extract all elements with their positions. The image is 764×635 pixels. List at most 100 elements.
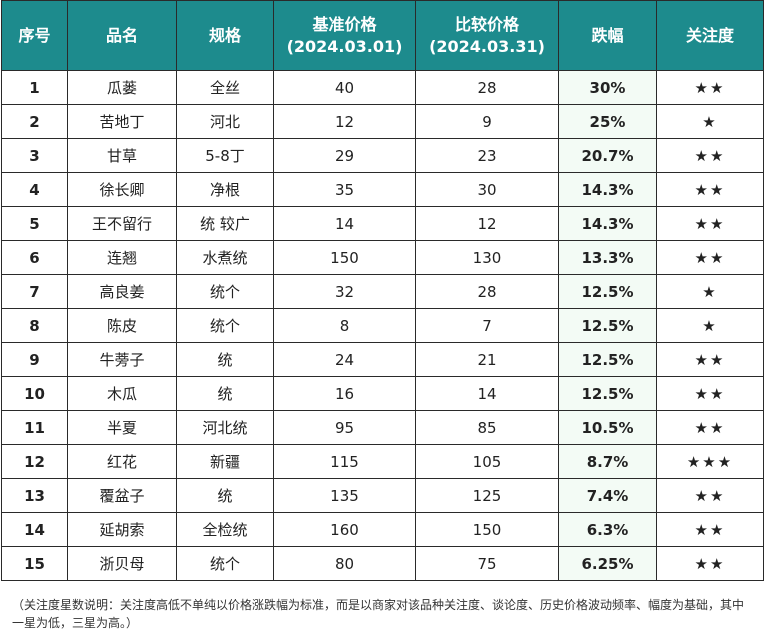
- cell-no: 11: [1, 410, 68, 445]
- table-body: 1 瓜蒌 全丝 40 28 30% ★★ 2 苦地丁 河北 12 9 25% ★…: [1, 70, 764, 581]
- cell-compare-price: 7: [415, 308, 559, 343]
- cell-compare-price: 75: [415, 546, 559, 581]
- cell-spec: 统: [176, 478, 274, 513]
- table-row: 8 陈皮 统个 8 7 12.5% ★: [1, 308, 764, 343]
- star-rating-icon: ★: [656, 308, 764, 343]
- cell-no: 14: [1, 512, 68, 547]
- cell-change: 10.5%: [558, 410, 657, 445]
- cell-change: 12.5%: [558, 376, 657, 411]
- cell-compare-price: 12: [415, 206, 559, 241]
- cell-change: 14.3%: [558, 206, 657, 241]
- star-rating-icon: ★★: [656, 70, 764, 105]
- star-rating-icon: ★★: [656, 138, 764, 173]
- cell-base-price: 160: [273, 512, 416, 547]
- cell-no: 10: [1, 376, 68, 411]
- cell-name: 连翘: [67, 240, 177, 275]
- cell-base-price: 16: [273, 376, 416, 411]
- price-table-container: 序号 品名 规格 基准价格 (2024.03.01) 比较价格 (2024.03…: [1, 0, 764, 581]
- cell-base-price: 8: [273, 308, 416, 343]
- header-compare-price: 比较价格 (2024.03.31): [415, 0, 559, 71]
- table-row: 1 瓜蒌 全丝 40 28 30% ★★: [1, 70, 764, 105]
- table-row: 5 王不留行 统 较广 14 12 14.3% ★★: [1, 206, 764, 241]
- cell-name: 王不留行: [67, 206, 177, 241]
- cell-name: 甘草: [67, 138, 177, 173]
- cell-base-price: 135: [273, 478, 416, 513]
- table-row: 3 甘草 5-8丁 29 23 20.7% ★★: [1, 138, 764, 173]
- star-rating-icon: ★★: [656, 206, 764, 241]
- cell-no: 5: [1, 206, 68, 241]
- cell-compare-price: 28: [415, 70, 559, 105]
- header-compare-price-title: 比较价格: [454, 14, 519, 34]
- cell-compare-price: 23: [415, 138, 559, 173]
- header-attention: 关注度: [656, 0, 764, 71]
- cell-spec: 全丝: [176, 70, 274, 105]
- price-change-table: 序号 品名 规格 基准价格 (2024.03.01) 比较价格 (2024.03…: [1, 0, 764, 581]
- cell-compare-price: 28: [415, 274, 559, 309]
- cell-no: 4: [1, 172, 68, 207]
- cell-no: 1: [1, 70, 68, 105]
- cell-base-price: 80: [273, 546, 416, 581]
- cell-change: 12.5%: [558, 274, 657, 309]
- cell-no: 2: [1, 104, 68, 139]
- table-row: 2 苦地丁 河北 12 9 25% ★: [1, 104, 764, 139]
- header-spec: 规格: [176, 0, 274, 71]
- table-row: 10 木瓜 统 16 14 12.5% ★★: [1, 376, 764, 411]
- cell-base-price: 24: [273, 342, 416, 377]
- cell-compare-price: 150: [415, 512, 559, 547]
- cell-no: 15: [1, 546, 68, 581]
- header-base-price-title: 基准价格: [312, 14, 377, 34]
- cell-change: 12.5%: [558, 308, 657, 343]
- cell-spec: 净根: [176, 172, 274, 207]
- cell-change: 12.5%: [558, 342, 657, 377]
- cell-change: 13.3%: [558, 240, 657, 275]
- cell-no: 8: [1, 308, 68, 343]
- cell-compare-price: 130: [415, 240, 559, 275]
- cell-name: 徐长卿: [67, 172, 177, 207]
- table-row: 11 半夏 河北统 95 85 10.5% ★★: [1, 410, 764, 445]
- header-change: 跌幅: [558, 0, 657, 71]
- cell-no: 6: [1, 240, 68, 275]
- cell-compare-price: 125: [415, 478, 559, 513]
- cell-no: 3: [1, 138, 68, 173]
- header-compare-price-date: (2024.03.31): [429, 36, 545, 56]
- header-name: 品名: [67, 0, 177, 71]
- header-no: 序号: [1, 0, 68, 71]
- star-rating-icon: ★★: [656, 410, 764, 445]
- cell-change: 14.3%: [558, 172, 657, 207]
- cell-name: 木瓜: [67, 376, 177, 411]
- cell-change: 8.7%: [558, 444, 657, 479]
- cell-name: 陈皮: [67, 308, 177, 343]
- cell-name: 高良姜: [67, 274, 177, 309]
- cell-name: 浙贝母: [67, 546, 177, 581]
- cell-name: 覆盆子: [67, 478, 177, 513]
- cell-no: 7: [1, 274, 68, 309]
- cell-spec: 统个: [176, 546, 274, 581]
- star-rating-icon: ★: [656, 104, 764, 139]
- cell-base-price: 95: [273, 410, 416, 445]
- table-row: 4 徐长卿 净根 35 30 14.3% ★★: [1, 172, 764, 207]
- star-rating-icon: ★★: [656, 172, 764, 207]
- cell-base-price: 40: [273, 70, 416, 105]
- cell-spec: 统: [176, 376, 274, 411]
- cell-base-price: 35: [273, 172, 416, 207]
- cell-compare-price: 105: [415, 444, 559, 479]
- cell-compare-price: 14: [415, 376, 559, 411]
- cell-no: 13: [1, 478, 68, 513]
- star-rating-icon: ★★: [656, 342, 764, 377]
- header-base-price: 基准价格 (2024.03.01): [273, 0, 416, 71]
- cell-compare-price: 21: [415, 342, 559, 377]
- cell-name: 瓜蒌: [67, 70, 177, 105]
- header-base-price-date: (2024.03.01): [286, 36, 403, 56]
- table-row: 13 覆盆子 统 135 125 7.4% ★★: [1, 478, 764, 513]
- cell-change: 7.4%: [558, 478, 657, 513]
- cell-base-price: 115: [273, 444, 416, 479]
- cell-spec: 河北: [176, 104, 274, 139]
- table-header-row: 序号 品名 规格 基准价格 (2024.03.01) 比较价格 (2024.03…: [1, 0, 764, 71]
- cell-base-price: 12: [273, 104, 416, 139]
- cell-change: 30%: [558, 70, 657, 105]
- cell-base-price: 150: [273, 240, 416, 275]
- star-rating-icon: ★★: [656, 376, 764, 411]
- cell-change: 6.25%: [558, 546, 657, 581]
- cell-change: 25%: [558, 104, 657, 139]
- cell-no: 9: [1, 342, 68, 377]
